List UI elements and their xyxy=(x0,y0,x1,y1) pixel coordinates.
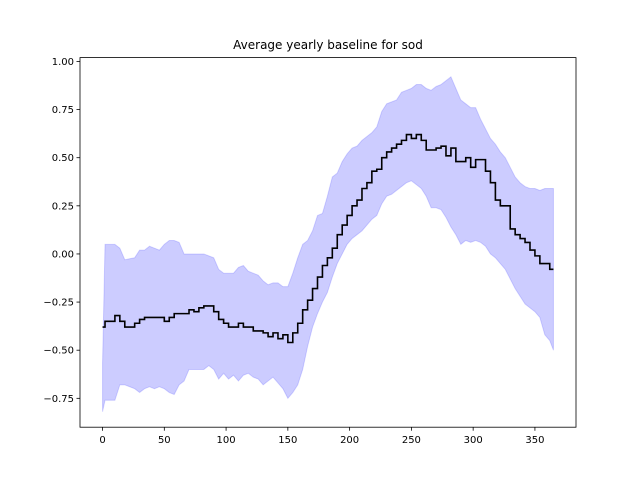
y-tick-label: 0.50 xyxy=(52,153,74,164)
axes-frame xyxy=(79,57,577,428)
x-tick-label: 0 xyxy=(99,435,105,446)
x-axis: 0 50 100 150 200 250 300 350 xyxy=(99,427,544,446)
plot-area xyxy=(102,76,554,412)
x-tick-label: 300 xyxy=(464,435,483,446)
x-tick-label: 150 xyxy=(278,435,297,446)
x-tick-label: 350 xyxy=(525,435,544,446)
mean-line xyxy=(102,133,554,344)
chart-title: Average yearly baseline for sod xyxy=(233,38,423,52)
x-tick-label: 200 xyxy=(340,435,359,446)
y-tick-label: 1.00 xyxy=(52,57,74,68)
y-tick-label: −0.50 xyxy=(43,346,74,357)
y-tick-label: 0.00 xyxy=(52,249,74,260)
y-tick-label: −0.25 xyxy=(43,298,74,309)
y-tick-label: 0.75 xyxy=(52,105,74,116)
y-axis: −0.75 −0.50 −0.25 0.00 0.25 0.50 0.75 1.00 xyxy=(43,57,80,405)
x-tick-label: 100 xyxy=(217,435,236,446)
y-tick-label: 0.25 xyxy=(52,201,74,212)
y-tick-label: −0.75 xyxy=(43,394,74,405)
x-tick-label: 50 xyxy=(158,435,171,446)
x-tick-label: 250 xyxy=(402,435,421,446)
band-area xyxy=(102,76,554,412)
